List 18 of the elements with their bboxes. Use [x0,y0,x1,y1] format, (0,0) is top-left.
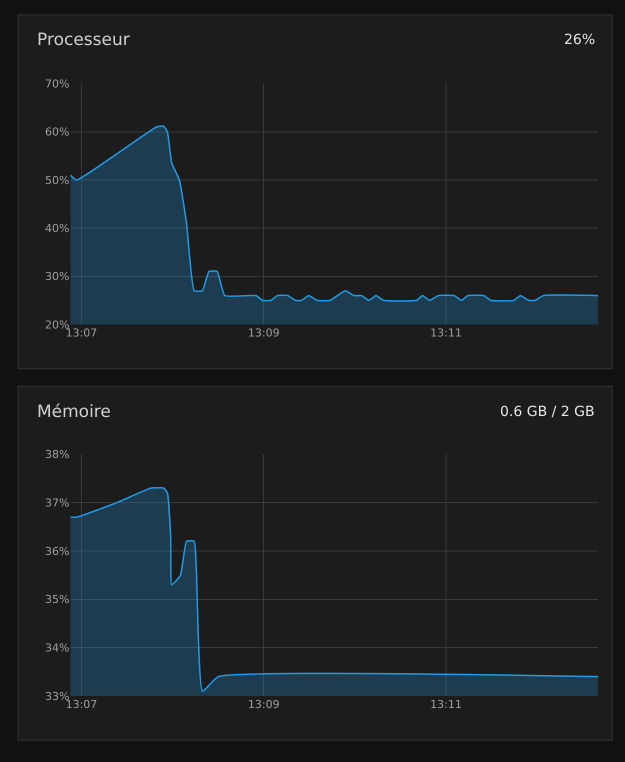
y-tick-label: 34% [45,642,70,655]
y-tick-label: 36% [45,544,70,558]
x-tick-label: 13:11 [430,698,462,712]
y-tick-label: 70% [45,78,70,90]
chart-title: Processeur [37,30,130,50]
y-tick-label: 35% [45,593,70,606]
chart-title: Mémoire [37,402,111,422]
x-tick-label: 13:09 [248,326,280,340]
y-tick-label: 38% [45,448,70,462]
text: 26% [564,32,596,48]
x-tick-label: 13:11 [430,326,462,340]
y-tick-label: 60% [45,126,70,139]
y-tick-label: 40% [45,222,70,235]
y-tick-label: 50% [45,174,70,187]
y-tick-label: 30% [45,270,70,284]
y-tick-label: 37% [45,496,70,510]
x-tick-label: 13:09 [248,698,280,712]
text: 0.6 GB / 2 GB [500,404,595,420]
